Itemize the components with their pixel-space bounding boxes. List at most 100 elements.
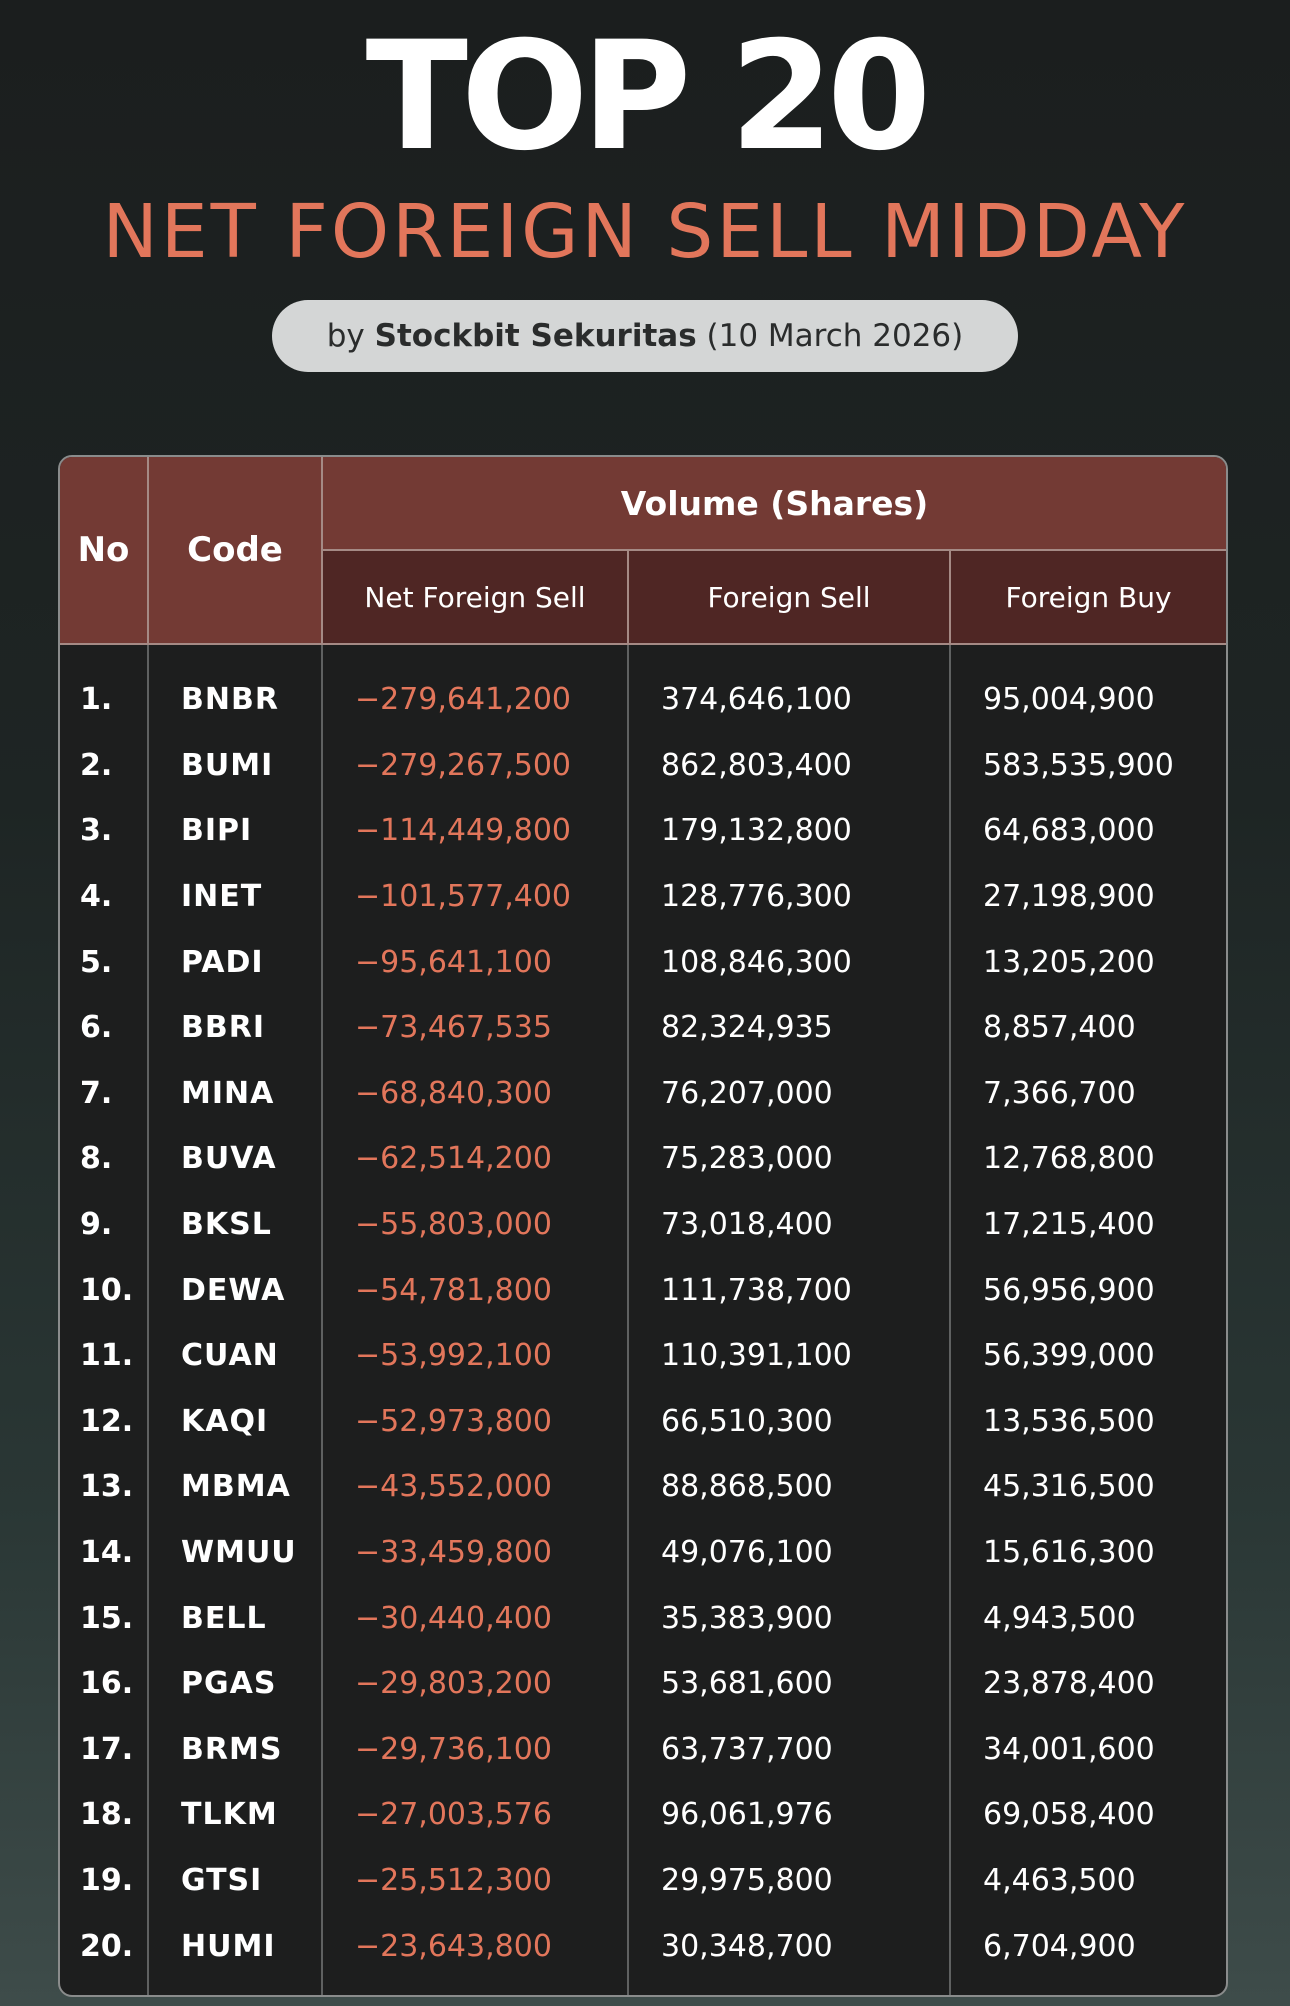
cell-no: 4. xyxy=(60,863,149,930)
cell-sell: 73,018,400 xyxy=(628,1191,951,1258)
cell-buy: 12,768,800 xyxy=(983,1141,1155,1177)
cell-buy: 583,535,900 xyxy=(983,747,1174,783)
table-row: 8. BUVA −62,514,200 75,283,000 12,768,800 xyxy=(60,1126,1226,1192)
col-group-volume: Volume (Shares) xyxy=(322,457,1226,551)
cell-code: TLKM xyxy=(148,1782,323,1848)
table-row: 19. GTSI −25,512,300 29,975,800 4,463,500 xyxy=(60,1847,1226,1914)
cell-sell: 75,283,000 xyxy=(628,1126,951,1192)
cell-net: −52,973,800 xyxy=(322,1388,629,1455)
cell-sell: 88,868,500 xyxy=(628,1454,951,1520)
cell-no: 15. xyxy=(60,1585,149,1651)
cell-code: PADI xyxy=(148,929,323,995)
table-row: 20. HUMI −23,643,800 30,348,700 6,704,900 xyxy=(60,1913,1226,1979)
cell-code: BKSL xyxy=(148,1191,323,1258)
table-body: 1. BNBR −279,641,200 374,646,100 95,004,900 2… xyxy=(60,644,1226,1995)
table-row: 9. BKSL −55,803,000 73,018,400 17,215,400 xyxy=(60,1191,1226,1258)
cell-no: 17. xyxy=(60,1716,149,1783)
cell-no: 8. xyxy=(60,1126,149,1192)
byline-prefix: by xyxy=(326,318,365,354)
cell-buy: 17,215,400 xyxy=(983,1207,1155,1243)
cell-buy: 69,058,400 xyxy=(983,1797,1155,1833)
cell-net: −62,514,200 xyxy=(322,1126,629,1192)
cell-sell: 76,207,000 xyxy=(628,1060,951,1127)
cell-sell: 128,776,300 xyxy=(628,863,951,930)
cell-code: BRMS xyxy=(148,1716,323,1783)
col-header-net-foreign-sell: Net Foreign Sell xyxy=(322,550,629,645)
cell-net: −68,840,300 xyxy=(322,1060,629,1127)
cell-no: 18. xyxy=(60,1782,149,1848)
table-row: 7. MINA −68,840,300 76,207,000 7,366,700 xyxy=(60,1060,1226,1127)
table-row: 3. BIPI −114,449,800 179,132,800 64,683,000 xyxy=(60,798,1226,864)
cell-net: −114,449,800 xyxy=(322,798,629,864)
cell-code: BNBR xyxy=(148,667,323,733)
cell-buy: 13,205,200 xyxy=(983,944,1155,980)
cell-sell: 862,803,400 xyxy=(628,732,951,799)
cell-buy: 27,198,900 xyxy=(983,879,1155,915)
cell-net: −73,467,535 xyxy=(322,994,629,1061)
byline-date: (10 March 2026) xyxy=(706,318,964,354)
cell-sell: 66,510,300 xyxy=(628,1388,951,1455)
cell-sell: 96,061,976 xyxy=(628,1782,951,1848)
cell-no: 19. xyxy=(60,1847,149,1914)
cell-net: −30,440,400 xyxy=(322,1585,629,1651)
col-header-no: No xyxy=(60,457,149,645)
cell-net: −54,781,800 xyxy=(322,1257,629,1323)
cell-code: GTSI xyxy=(148,1847,323,1914)
cell-no: 9. xyxy=(60,1191,149,1258)
table-row: 12. KAQI −52,973,800 66,510,300 13,536,500 xyxy=(60,1388,1226,1455)
cell-net: −53,992,100 xyxy=(322,1322,629,1389)
cell-buy: 34,001,600 xyxy=(983,1731,1155,1767)
cell-buy: 95,004,900 xyxy=(983,682,1155,718)
cell-buy: 6,704,900 xyxy=(983,1928,1136,1964)
cell-buy: 15,616,300 xyxy=(983,1535,1155,1571)
cell-net: −27,003,576 xyxy=(322,1782,629,1848)
cell-code: INET xyxy=(148,863,323,930)
table-row: 10. DEWA −54,781,800 111,738,700 56,956,900 xyxy=(60,1257,1226,1323)
cell-net: −95,641,100 xyxy=(322,929,629,995)
col-header-code: Code xyxy=(148,457,323,645)
cell-sell: 63,737,700 xyxy=(628,1716,951,1783)
cell-no: 11. xyxy=(60,1322,149,1389)
cell-no: 20. xyxy=(60,1913,149,1979)
cell-no: 13. xyxy=(60,1454,149,1520)
cell-no: 1. xyxy=(60,667,149,733)
table-row: 15. BELL −30,440,400 35,383,900 4,943,500 xyxy=(60,1585,1226,1651)
cell-sell: 179,132,800 xyxy=(628,798,951,864)
cell-code: CUAN xyxy=(148,1322,323,1389)
cell-net: −33,459,800 xyxy=(322,1519,629,1586)
cell-code: PGAS xyxy=(148,1650,323,1717)
table-row: 6. BBRI −73,467,535 82,324,935 8,857,400 xyxy=(60,994,1226,1061)
page-title: TOP 20 xyxy=(365,10,932,184)
cell-sell: 29,975,800 xyxy=(628,1847,951,1914)
cell-buy: 4,943,500 xyxy=(983,1600,1136,1636)
cell-no: 14. xyxy=(60,1519,149,1586)
cell-code: HUMI xyxy=(148,1913,323,1979)
cell-net: −55,803,000 xyxy=(322,1191,629,1258)
cell-no: 3. xyxy=(60,798,149,864)
cell-net: −29,736,100 xyxy=(322,1716,629,1783)
cell-buy: 8,857,400 xyxy=(983,1010,1136,1046)
cell-sell: 53,681,600 xyxy=(628,1650,951,1717)
byline-brand: Stockbit Sekuritas xyxy=(374,318,697,354)
cell-buy: 45,316,500 xyxy=(983,1469,1155,1505)
table-row: 16. PGAS −29,803,200 53,681,600 23,878,400 xyxy=(60,1650,1226,1717)
table-row: 17. BRMS −29,736,100 63,737,700 34,001,600 xyxy=(60,1716,1226,1783)
table-row: 13. MBMA −43,552,000 88,868,500 45,316,500 xyxy=(60,1454,1226,1520)
cell-code: BUVA xyxy=(148,1126,323,1192)
cell-no: 10. xyxy=(60,1257,149,1323)
data-table: No Code Volume (Shares) Net Foreign Sell… xyxy=(60,457,1226,1995)
cell-sell: 374,646,100 xyxy=(628,667,951,733)
cell-code: MBMA xyxy=(148,1454,323,1520)
table-row: 4. INET −101,577,400 128,776,300 27,198,900 xyxy=(60,863,1226,930)
cell-code: BELL xyxy=(148,1585,323,1651)
cell-no: 12. xyxy=(60,1388,149,1455)
cell-net: −101,577,400 xyxy=(322,863,629,930)
cell-code: MINA xyxy=(148,1060,323,1127)
cell-sell: 110,391,100 xyxy=(628,1322,951,1389)
col-header-foreign-sell: Foreign Sell xyxy=(628,550,951,645)
cell-net: −23,643,800 xyxy=(322,1913,629,1979)
cell-code: DEWA xyxy=(148,1257,323,1323)
cell-sell: 30,348,700 xyxy=(628,1913,951,1979)
cell-sell: 111,738,700 xyxy=(628,1257,951,1323)
cell-sell: 49,076,100 xyxy=(628,1519,951,1586)
